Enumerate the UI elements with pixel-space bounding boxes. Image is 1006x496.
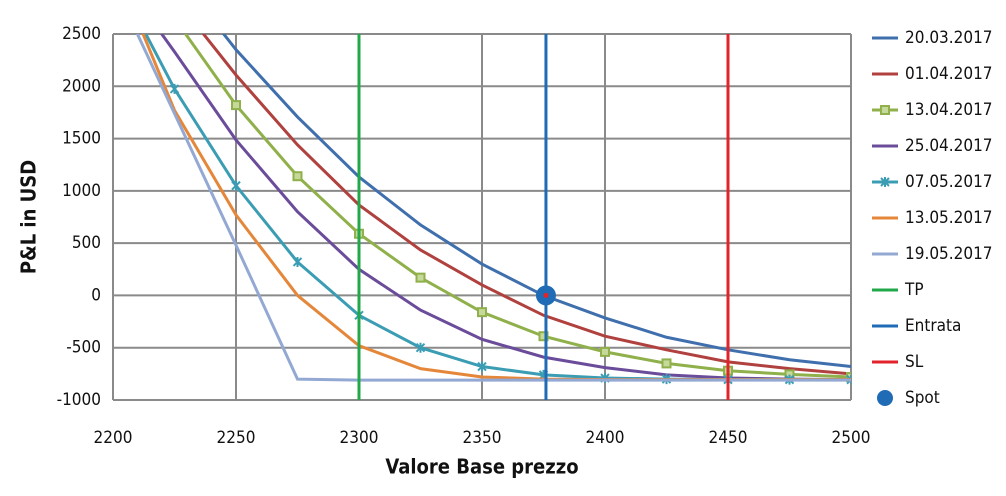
- x-tick-label: 2300: [340, 428, 379, 448]
- legend-label: 13.05.2017: [905, 208, 993, 228]
- legend-label: 07.05.2017: [905, 172, 993, 192]
- x-tick-label: 2450: [709, 428, 748, 448]
- x-tick-label: 2500: [832, 428, 871, 448]
- marker: [846, 374, 851, 385]
- y-tick-label: 500: [72, 233, 101, 253]
- y-tick-label: -1000: [57, 390, 101, 410]
- legend-label: 25.04.2017: [905, 136, 993, 156]
- legend-label: 01.04.2017: [905, 64, 993, 84]
- legend-label: SL: [905, 352, 924, 372]
- y-tick-label: 1500: [62, 129, 101, 149]
- marker: [477, 307, 487, 318]
- marker: [169, 83, 180, 94]
- marker: [292, 171, 303, 182]
- marker: [600, 346, 610, 357]
- marker: [538, 331, 549, 342]
- marker: [231, 180, 241, 191]
- y-tick-label: 2000: [62, 76, 101, 96]
- legend-marker: [880, 105, 890, 115]
- spot-center: [543, 292, 549, 298]
- legend-symbol: [877, 390, 893, 406]
- x-tick-label: 2250: [217, 428, 256, 448]
- legend-label: 13.04.2017: [905, 100, 993, 120]
- x-tick-label: 2350: [463, 428, 502, 448]
- y-axis-label: P&L in USD: [17, 160, 41, 274]
- y-tick-label: 1000: [62, 181, 101, 201]
- marker: [292, 256, 303, 267]
- marker: [171, 14, 179, 22]
- x-axis-label: Valore Base prezzo: [385, 455, 578, 479]
- x-tick-label: 2400: [586, 428, 625, 448]
- marker: [415, 342, 426, 353]
- plot-area: [135, 14, 851, 400]
- legend-label: Spot: [905, 388, 940, 408]
- legend-label: 20.03.2017: [905, 28, 993, 48]
- legend-marker: [880, 177, 890, 187]
- x-tick-label: 2200: [94, 428, 133, 448]
- y-tick-label: -500: [66, 338, 101, 358]
- legend-label: Entrata: [905, 316, 961, 336]
- y-tick-label: 2500: [62, 24, 101, 44]
- marker: [661, 358, 672, 369]
- legend-label: 19.05.2017: [905, 244, 993, 264]
- marker: [477, 361, 487, 372]
- legend-label: TP: [904, 280, 924, 300]
- marker: [231, 100, 241, 111]
- marker: [415, 272, 426, 283]
- y-tick-label: 0: [91, 285, 101, 305]
